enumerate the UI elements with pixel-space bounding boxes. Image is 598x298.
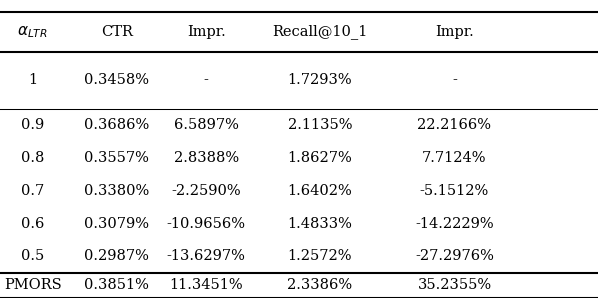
Text: 1.6402%: 1.6402% [288,184,352,198]
Text: Impr.: Impr. [435,25,474,39]
Text: -5.1512%: -5.1512% [420,184,489,198]
Text: Recall@10_1: Recall@10_1 [272,25,368,39]
Text: 0.3380%: 0.3380% [84,184,150,198]
Text: 35.2355%: 35.2355% [417,278,492,292]
Text: 1: 1 [28,74,38,87]
Text: 2.8388%: 2.8388% [174,151,239,165]
Text: -: - [452,74,457,87]
Text: 0.5: 0.5 [22,249,44,263]
Text: 1.8627%: 1.8627% [288,151,352,165]
Text: -14.2229%: -14.2229% [415,217,494,230]
Text: 6.5897%: 6.5897% [174,118,239,132]
Text: 2.1135%: 2.1135% [288,118,352,132]
Text: CTR: CTR [100,25,133,39]
Text: 7.7124%: 7.7124% [422,151,487,165]
Text: 0.2987%: 0.2987% [84,249,149,263]
Text: -13.6297%: -13.6297% [167,249,246,263]
Text: 0.3686%: 0.3686% [84,118,150,132]
Text: Impr.: Impr. [187,25,225,39]
Text: -: - [204,74,209,87]
Text: 1.4833%: 1.4833% [288,217,352,230]
Text: -10.9656%: -10.9656% [167,217,246,230]
Text: 2.3386%: 2.3386% [288,278,352,292]
Text: 0.3557%: 0.3557% [84,151,149,165]
Text: 0.3079%: 0.3079% [84,217,149,230]
Text: 0.9: 0.9 [22,118,44,132]
Text: PMORS: PMORS [4,278,62,292]
Text: 0.3458%: 0.3458% [84,74,149,87]
Text: 1.7293%: 1.7293% [288,74,352,87]
Text: -27.2976%: -27.2976% [415,249,494,263]
Text: 0.8: 0.8 [21,151,45,165]
Text: 22.2166%: 22.2166% [417,118,492,132]
Text: 0.7: 0.7 [22,184,44,198]
Text: 0.3851%: 0.3851% [84,278,149,292]
Text: 11.3451%: 11.3451% [169,278,243,292]
Text: 1.2572%: 1.2572% [288,249,352,263]
Text: $\alpha_{LTR}$: $\alpha_{LTR}$ [17,24,48,40]
Text: 0.6: 0.6 [21,217,45,230]
Text: -2.2590%: -2.2590% [172,184,241,198]
